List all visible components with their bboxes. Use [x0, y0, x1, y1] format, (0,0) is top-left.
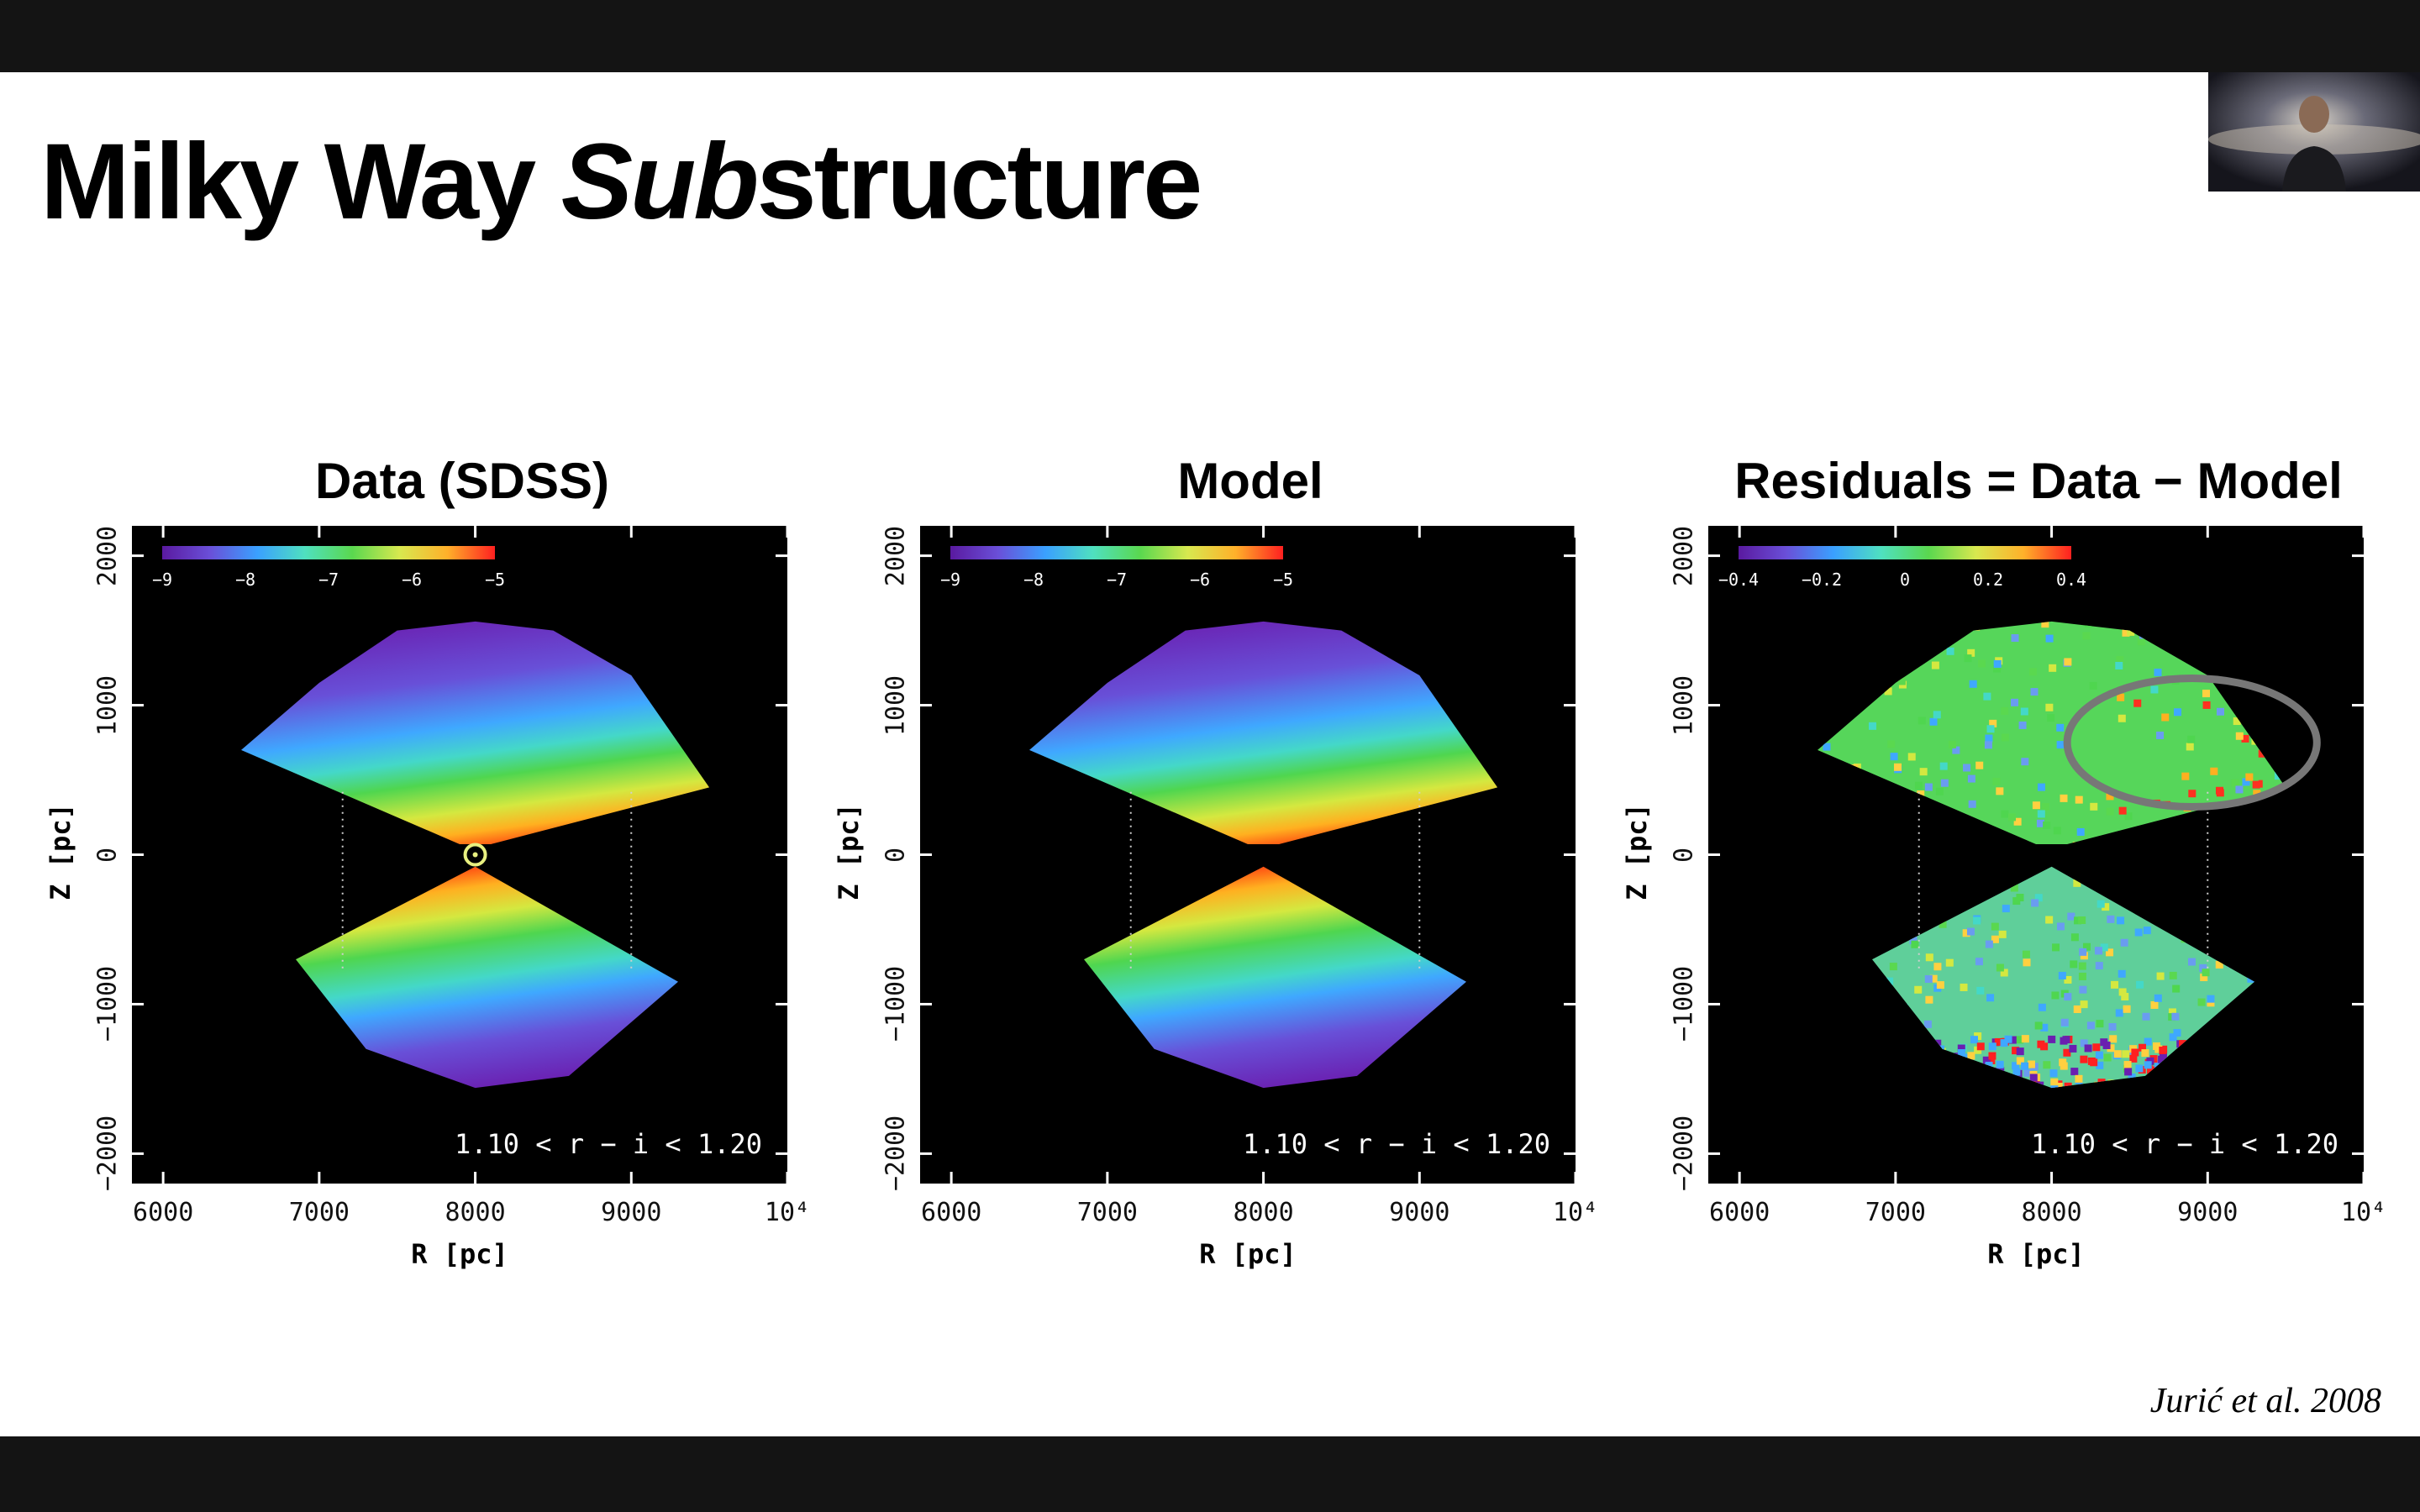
- chart-title: Model: [1177, 453, 1323, 509]
- x-tick-label: 8000: [445, 1198, 506, 1227]
- y-tick-label: 0: [92, 847, 123, 863]
- model-panel: Model Z [pc] R [pc] 2000 1000 0 −1000 −2000 …: [788, 375, 1598, 1299]
- colorbar-tick-label: 0: [1899, 570, 1911, 590]
- y-tick-label: 2000: [92, 525, 123, 586]
- y-tick-label: −1000: [92, 966, 123, 1042]
- colorbar: [950, 546, 1283, 559]
- sun-marker: [463, 843, 487, 867]
- colorbar-tick-label: −0.2: [1801, 570, 1843, 590]
- color-cut-annotation: 1.10 < r − i < 1.20: [1242, 1128, 1550, 1160]
- x-tick-label: 7000: [288, 1198, 350, 1227]
- y-tick-label: 1000: [92, 675, 123, 736]
- x-tick-label: 9000: [2177, 1198, 2238, 1227]
- upper-residual-wedge: [1818, 621, 2286, 844]
- y-tick-label: 1000: [881, 675, 911, 736]
- colorbar-tick-label: −9: [939, 570, 961, 590]
- x-tick-label: 6000: [921, 1198, 982, 1227]
- slide-title: Milky Way Substructure: [40, 122, 1202, 242]
- x-tick-label: 7000: [1865, 1198, 1926, 1227]
- colorbar-tick-label: 0.2: [1972, 570, 2004, 590]
- colorbar-tick-label: −6: [401, 570, 423, 590]
- x-tick-label: 9000: [601, 1198, 662, 1227]
- citation: Jurić et al. 2008: [2149, 1382, 2381, 1420]
- upper-density-wedge: [241, 621, 710, 844]
- colorbar-tick-label: −9: [151, 570, 173, 590]
- colorbar-tick-label: −6: [1189, 570, 1211, 590]
- lower-density-wedge: [296, 866, 678, 1089]
- colorbar-tick-label: −5: [484, 570, 506, 590]
- data-sdss-panel: Data (SDSS) Z [pc] R [pc] 2000 1000 0 −1000…: [0, 375, 810, 1299]
- colorbar-tick-label: −7: [1106, 570, 1128, 590]
- sun-marker-dot: [472, 852, 478, 858]
- x-tick-label: 6000: [133, 1198, 194, 1227]
- colorbar-tick-label: −0.4: [1718, 570, 1760, 590]
- overdensity-highlight-ring: [2063, 675, 2321, 811]
- colorbar-tick-label: −8: [234, 570, 256, 590]
- y-tick-label: 0: [1669, 847, 1699, 863]
- colorbar: [1739, 546, 2071, 559]
- x-tick-label: 10⁴: [764, 1198, 811, 1227]
- upper-density-wedge: [1029, 621, 1498, 844]
- chart-title: Residuals = Data − Model: [1734, 453, 2343, 509]
- y-tick-label: −1000: [881, 966, 911, 1042]
- lower-density-wedge: [1084, 866, 1466, 1089]
- colorbar-tick-label: −5: [1272, 570, 1294, 590]
- y-tick-label: −1000: [1669, 966, 1699, 1042]
- y-tick-label: 2000: [881, 525, 911, 586]
- y-tick-label: −2000: [92, 1116, 123, 1192]
- heatmap-plot: −9 −8 −7 −6 −5 1.10 < r − i < 1.20: [920, 526, 1576, 1184]
- colorbar-tick-label: 0.4: [2055, 570, 2087, 590]
- x-axis-label: R [pc]: [1199, 1238, 1297, 1270]
- chart-title: Data (SDSS): [314, 453, 610, 509]
- y-tick-label: −2000: [1669, 1116, 1699, 1192]
- y-tick-label: −2000: [881, 1116, 911, 1192]
- y-axis-label: Z [pc]: [833, 803, 865, 900]
- presenter-webcam-icon: [2208, 72, 2420, 192]
- x-tick-label: 10⁴: [1552, 1198, 1599, 1227]
- y-tick-label: 0: [881, 847, 911, 863]
- colorbar: [162, 546, 495, 559]
- x-tick-label: 6000: [1709, 1198, 1770, 1227]
- presentation-slide: Milky Way Substructure Data (SDSS) Z [pc…: [0, 72, 2420, 1436]
- color-cut-annotation: 1.10 < r − i < 1.20: [454, 1128, 762, 1160]
- x-axis-label: R [pc]: [1987, 1238, 2085, 1270]
- y-axis-label: Z [pc]: [45, 803, 76, 900]
- x-tick-label: 8000: [1233, 1198, 1294, 1227]
- x-tick-label: 9000: [1389, 1198, 1450, 1227]
- heatmap-plot: −0.4 −0.2 0 0.2 0.4 1.10 < r − i < 1.20: [1708, 526, 2364, 1184]
- y-axis-label: Z [pc]: [1621, 803, 1653, 900]
- heatmap-plot: −9 −8 −7 −6 −5 1.10 < r − i < 1.20: [132, 526, 787, 1184]
- residuals-panel: Residuals = Data − Model Z [pc] R [pc] 2…: [1576, 375, 2386, 1299]
- x-tick-label: 8000: [2021, 1198, 2082, 1227]
- x-tick-label: 10⁴: [2340, 1198, 2387, 1227]
- y-tick-label: 1000: [1669, 675, 1699, 736]
- x-axis-label: R [pc]: [411, 1238, 508, 1270]
- color-cut-annotation: 1.10 < r − i < 1.20: [2030, 1128, 2338, 1160]
- x-tick-label: 7000: [1076, 1198, 1138, 1227]
- colorbar-tick-label: −8: [1023, 570, 1044, 590]
- y-tick-label: 2000: [1669, 525, 1699, 586]
- colorbar-tick-label: −7: [318, 570, 339, 590]
